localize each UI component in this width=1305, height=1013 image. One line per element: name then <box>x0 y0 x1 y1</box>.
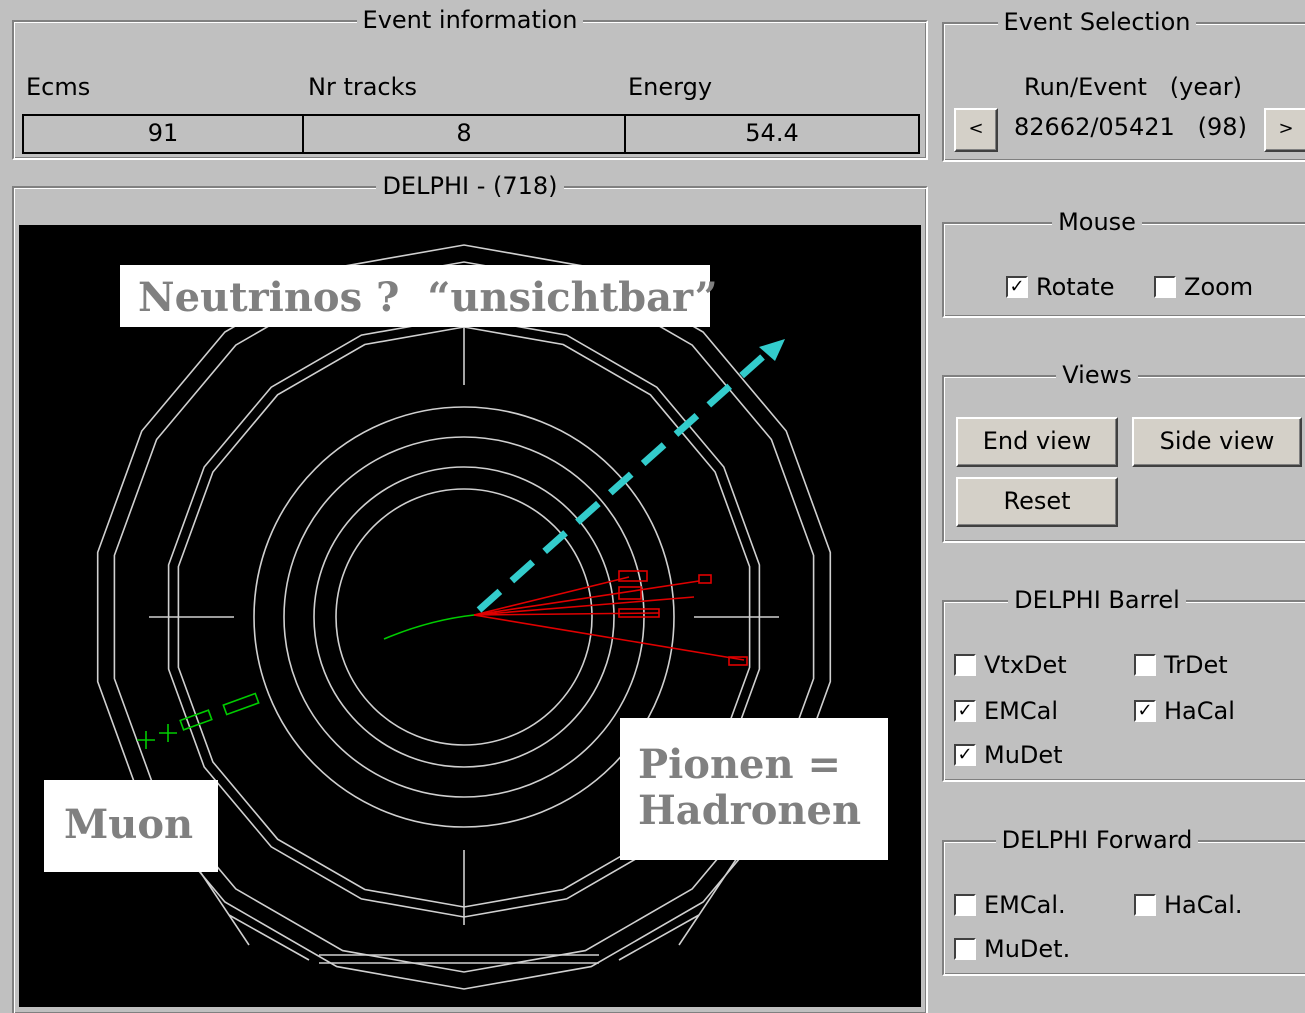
forward-mudet-box[interactable] <box>954 938 976 960</box>
energy-value: 54.4 <box>624 114 920 154</box>
event-selection-panel: Event Selection Run/Event (year) < 82662… <box>942 8 1305 162</box>
ecms-value: 91 <box>22 114 304 154</box>
hadron-tracks <box>473 570 748 666</box>
previous-event-button[interactable]: < <box>954 108 998 152</box>
rotate-check-box[interactable]: ✓ <box>1006 276 1028 298</box>
zoom-check-box[interactable] <box>1154 276 1176 298</box>
side-view-button[interactable]: Side view <box>1132 417 1302 467</box>
rotate-label: Rotate <box>1036 273 1115 301</box>
barrel-mudet-checkbox[interactable]: ✓ MuDet <box>954 740 1063 770</box>
delphi-barrel-title: DELPHI Barrel <box>1008 586 1186 614</box>
forward-emcal-label: EMCal. <box>984 891 1066 919</box>
muon-hit-1 <box>222 692 260 716</box>
inner-tracker-ring <box>335 488 593 746</box>
barrel-hacal-checkbox[interactable]: ✓ HaCal <box>1134 696 1235 726</box>
forward-emcal-checkbox[interactable]: EMCal. <box>954 890 1066 920</box>
views-panel: Views End view Side view Reset <box>942 361 1305 543</box>
delphi-display-title: DELPHI - (718) <box>376 172 564 200</box>
hadron-track-4 <box>473 576 630 616</box>
barrel-vtxdet-label: VtxDet <box>984 651 1067 679</box>
event-information-title: Event information <box>356 6 584 34</box>
hadron-track-5 <box>473 612 660 616</box>
delphi-forward-title: DELPHI Forward <box>995 826 1199 854</box>
neutrino-arrow-line <box>476 350 770 613</box>
muon-annotation: Muon <box>44 780 218 872</box>
zoom-checkbox[interactable]: Zoom <box>1154 272 1253 302</box>
rotate-checkbox[interactable]: ✓ Rotate <box>1006 272 1115 302</box>
reset-button[interactable]: Reset <box>956 477 1118 527</box>
delphi-forward-panel: DELPHI Forward EMCal. HaCal. MuDet. <box>942 826 1305 976</box>
neutrino-arrow-head <box>759 339 785 361</box>
calorimeter-polygon-outer <box>167 316 761 918</box>
muon-chamber-polygon-inner <box>113 261 815 973</box>
hadron-deposit-4 <box>698 574 712 584</box>
neutrino-arrow <box>476 339 785 613</box>
pionen-annotation: Pionen = Hadronen <box>620 718 888 860</box>
bottom-plate-3 <box>228 914 310 961</box>
barrel-mudet-label: MuDet <box>984 741 1063 769</box>
mouse-title: Mouse <box>1052 208 1142 236</box>
barrel-trdet-box[interactable] <box>1134 654 1156 676</box>
barrel-hacal-label: HaCal <box>1164 697 1235 725</box>
barrel-emcal-label: EMCal <box>984 697 1059 725</box>
event-information-panel: Event information Ecms Nr tracks Energy … <box>12 6 928 160</box>
views-title: Views <box>1056 361 1138 389</box>
forward-mudet-label: MuDet. <box>984 935 1071 963</box>
hadron-deposit-5 <box>728 656 748 666</box>
pionen-line-1: Pionen = <box>638 741 842 788</box>
nr-tracks-value: 8 <box>302 114 626 154</box>
muon-track-curve <box>383 614 475 640</box>
barrel-vtxdet-checkbox[interactable]: VtxDet <box>954 650 1067 680</box>
muon-track <box>137 614 475 749</box>
barrel-hacal-box[interactable]: ✓ <box>1134 700 1156 722</box>
detector-outline <box>96 244 832 990</box>
barrel-emcal-box[interactable]: ✓ <box>954 700 976 722</box>
nr-tracks-label: Nr tracks <box>308 73 418 101</box>
hadron-deposit-1 <box>618 570 648 582</box>
barrel-vtxdet-box[interactable] <box>954 654 976 676</box>
run-event-value: 82662/05421 (98) <box>1000 108 1260 152</box>
neutrinos-annotation: Neutrinos ? “unsichtbar” <box>120 265 718 327</box>
forward-hacal-box[interactable] <box>1134 894 1156 916</box>
pionen-line-2: Hadronen <box>638 787 862 834</box>
calorimeter-polygon-inner <box>177 326 751 908</box>
hadron-deposit-2 <box>618 586 642 600</box>
hadron-track-3 <box>473 614 745 661</box>
forward-mudet-checkbox[interactable]: MuDet. <box>954 934 1070 964</box>
hadron-track-2 <box>473 580 700 616</box>
hadron-deposit-3 <box>618 608 660 618</box>
barrel-trdet-label: TrDet <box>1164 651 1228 679</box>
energy-label: Energy <box>628 73 713 101</box>
zoom-label: Zoom <box>1184 273 1254 301</box>
muon-hit-2 <box>179 709 213 731</box>
forward-hacal-checkbox[interactable]: HaCal. <box>1134 890 1243 920</box>
mouse-panel: Mouse ✓ Rotate Zoom <box>942 208 1305 318</box>
bottom-plate-4 <box>618 914 700 961</box>
event-display-canvas[interactable] <box>19 225 921 1007</box>
barrel-emcal-checkbox[interactable]: ✓ EMCal <box>954 696 1058 726</box>
delphi-barrel-panel: DELPHI Barrel VtxDet TrDet ✓ EMCal ✓ HaC… <box>942 586 1305 782</box>
event-selection-title: Event Selection <box>997 8 1197 36</box>
end-view-button[interactable]: End view <box>956 417 1118 467</box>
muon-chamber-polygon-outer <box>96 244 832 990</box>
barrel-mudet-box[interactable]: ✓ <box>954 744 976 766</box>
barrel-trdet-checkbox[interactable]: TrDet <box>1134 650 1228 680</box>
hadron-track-1 <box>473 596 695 616</box>
tracker-ring-2 <box>313 466 615 768</box>
run-event-label: Run/Event (year) <box>1024 73 1243 101</box>
next-event-button[interactable]: > <box>1264 108 1305 152</box>
tracker-ring-4 <box>253 406 675 828</box>
forward-hacal-label: HaCal. <box>1164 891 1243 919</box>
ecms-label: Ecms <box>26 73 91 101</box>
forward-emcal-box[interactable] <box>954 894 976 916</box>
